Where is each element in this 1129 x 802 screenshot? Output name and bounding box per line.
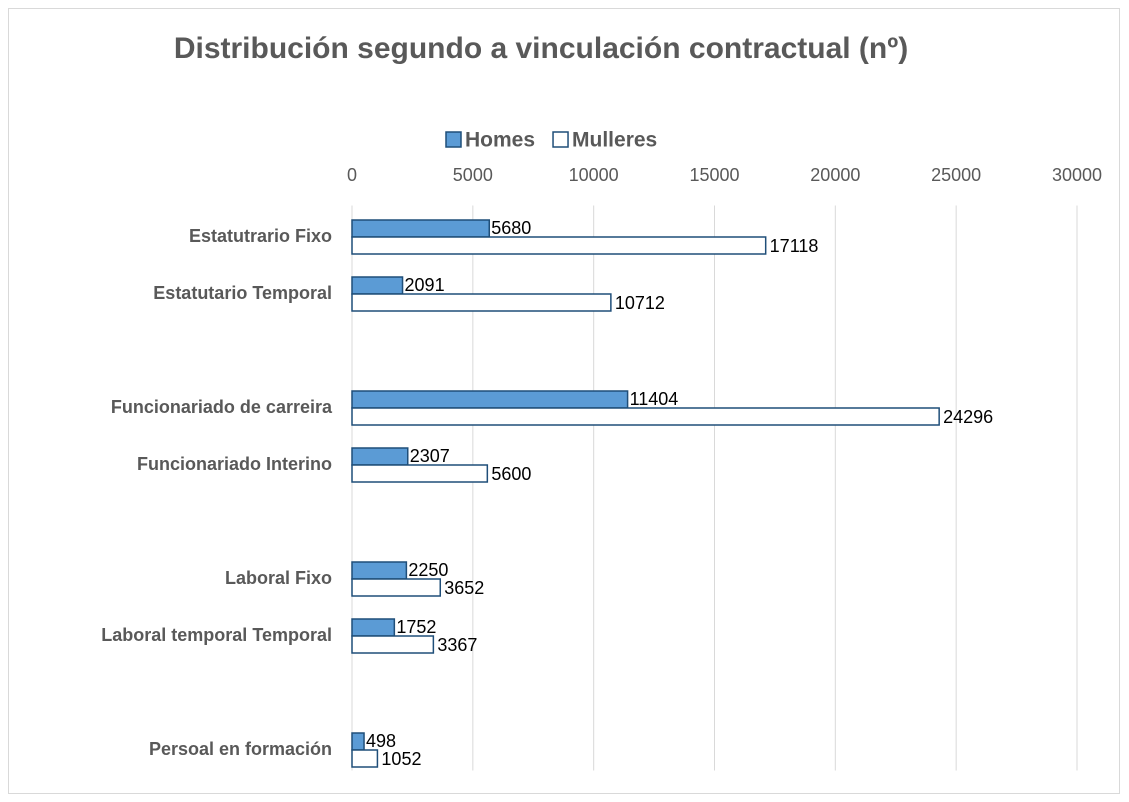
- bar: [351, 732, 365, 751]
- data-label: 1052: [381, 749, 421, 769]
- bar: [351, 293, 612, 312]
- data-label: 5600: [491, 464, 531, 484]
- data-label: 1752: [396, 617, 436, 637]
- legend-label: Homes: [465, 129, 535, 152]
- bar: [351, 447, 409, 466]
- bar: [351, 561, 408, 580]
- x-tick-label: 30000: [1052, 165, 1102, 185]
- data-label: 3367: [437, 635, 477, 655]
- data-label: 3652: [444, 578, 484, 598]
- bar: [351, 276, 404, 295]
- y-tick-label: Funcionariado de carreira: [111, 397, 333, 417]
- data-label: 498: [366, 731, 396, 751]
- bar: [351, 219, 491, 238]
- bar: [351, 749, 379, 768]
- y-tick-label: Funcionariado Interino: [137, 454, 332, 474]
- x-tick-label: 10000: [569, 165, 619, 185]
- y-tick-label: Laboral temporal Temporal: [101, 625, 332, 645]
- x-tick-label: 0: [347, 165, 357, 185]
- bar: [351, 618, 396, 637]
- x-tick-label: 5000: [453, 165, 493, 185]
- bar: [351, 390, 629, 409]
- y-tick-label: Estatutrario Fixo: [189, 226, 332, 246]
- chart-title: Distribución segundo a vinculación contr…: [174, 32, 908, 65]
- y-tick-label: Laboral Fixo: [225, 568, 332, 588]
- bar: [351, 407, 940, 426]
- x-tick-label: 25000: [931, 165, 981, 185]
- bar: [351, 464, 489, 483]
- data-label: 5680: [491, 218, 531, 238]
- x-tick-label: 15000: [689, 165, 739, 185]
- bar: [351, 236, 767, 255]
- data-label: 10712: [615, 293, 665, 313]
- data-label: 2307: [410, 446, 450, 466]
- legend-swatch: [552, 131, 569, 148]
- data-label: 17118: [770, 236, 819, 256]
- y-tick-label: Estatutario Temporal: [153, 283, 332, 303]
- bar: [351, 578, 442, 597]
- data-label: 2250: [408, 560, 448, 580]
- y-tick-label: Persoal en formación: [149, 739, 332, 759]
- data-label: 11404: [630, 389, 679, 409]
- data-label: 24296: [943, 407, 993, 427]
- legend-label: Mulleres: [572, 129, 657, 152]
- bar: [351, 635, 435, 654]
- legend-swatch: [445, 131, 462, 148]
- data-label: 2091: [405, 275, 445, 295]
- x-tick-label: 20000: [810, 165, 860, 185]
